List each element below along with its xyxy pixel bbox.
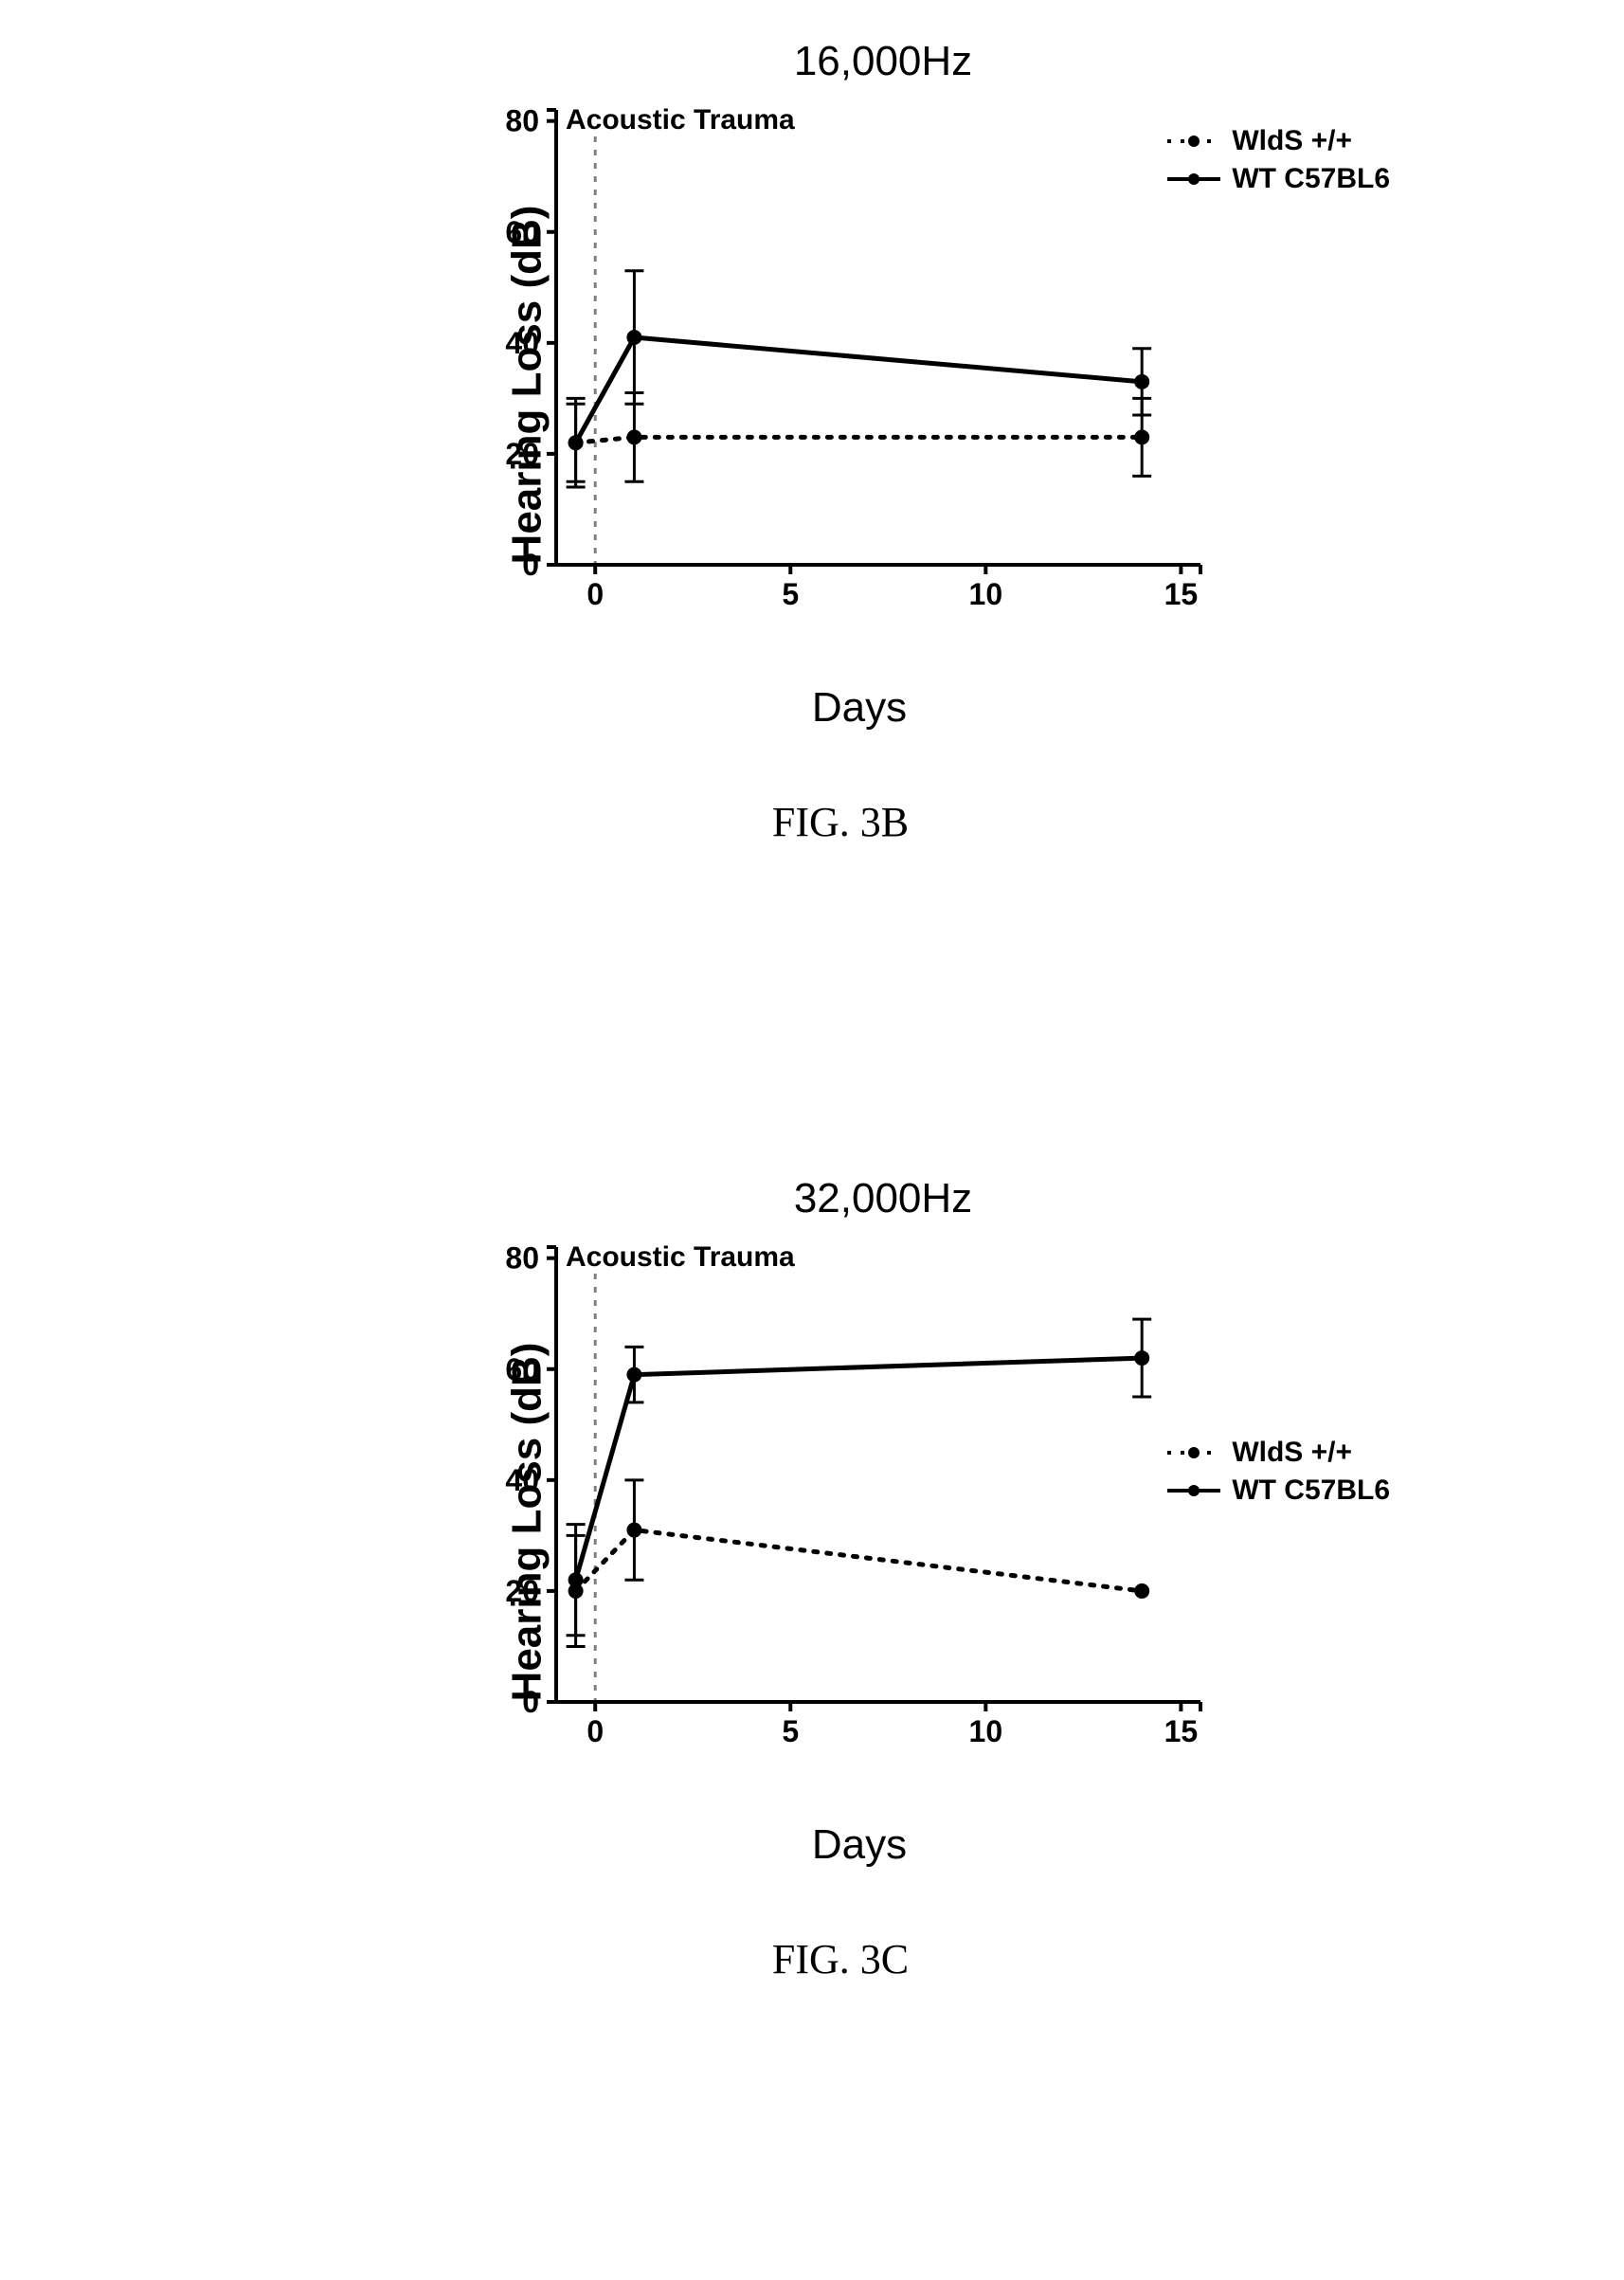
legend-item: WT C57BL6 [1165, 1475, 1390, 1507]
legend-label: WT C57BL6 [1232, 163, 1390, 195]
figure-caption: FIG. 3C [442, 1935, 1238, 1983]
legend-swatch [1165, 130, 1222, 153]
y-axis-label: Hearing Loss (dB) [503, 1343, 550, 1702]
legend: WldS +/+ WT C57BL6 [1165, 1437, 1390, 1512]
trauma-annotation: Acoustic Trauma [566, 1241, 795, 1274]
legend-item: WldS +/+ [1165, 125, 1390, 157]
legend-item: WT C57BL6 [1165, 163, 1390, 195]
chart-16000hz: 16,000Hz Hearing Loss (dB) Acoustic Trau… [386, 38, 1238, 846]
figure-caption: FIG. 3B [442, 798, 1238, 846]
svg-text:10: 10 [969, 1714, 1003, 1748]
trauma-annotation: Acoustic Trauma [566, 104, 795, 136]
svg-text:15: 15 [1164, 577, 1199, 611]
x-axis-label: Days [480, 684, 1238, 732]
legend-swatch [1165, 1479, 1222, 1502]
svg-text:80: 80 [505, 1241, 539, 1276]
svg-text:5: 5 [782, 1714, 799, 1748]
legend-swatch [1165, 168, 1222, 190]
svg-text:0: 0 [586, 1714, 604, 1748]
svg-text:15: 15 [1164, 1714, 1199, 1748]
plot-area: Hearing Loss (dB) Acoustic Trauma WldS +… [480, 1228, 1333, 1816]
legend: WldS +/+ WT C57BL6 [1165, 125, 1390, 201]
svg-text:5: 5 [782, 577, 799, 611]
chart-svg: 020406080051015 [480, 91, 1219, 622]
chart-32000hz: 32,000Hz Hearing Loss (dB) Acoustic Trau… [386, 1175, 1238, 1983]
chart-title: 32,000Hz [528, 1175, 1238, 1222]
legend-item: WldS +/+ [1165, 1437, 1390, 1469]
svg-text:80: 80 [505, 104, 539, 138]
chart-svg: 020406080051015 [480, 1228, 1219, 1759]
legend-label: WT C57BL6 [1232, 1475, 1390, 1507]
legend-swatch [1165, 1441, 1222, 1464]
plot-area: Hearing Loss (dB) Acoustic Trauma WldS +… [480, 91, 1333, 679]
page: 16,000Hz Hearing Loss (dB) Acoustic Trau… [0, 0, 1624, 2280]
y-axis-label: Hearing Loss (dB) [503, 206, 550, 565]
x-axis-label: Days [480, 1821, 1238, 1869]
chart-title: 16,000Hz [528, 38, 1238, 85]
legend-label: WldS +/+ [1232, 1437, 1352, 1469]
legend-label: WldS +/+ [1232, 125, 1352, 157]
svg-text:10: 10 [969, 577, 1003, 611]
svg-text:0: 0 [586, 577, 604, 611]
